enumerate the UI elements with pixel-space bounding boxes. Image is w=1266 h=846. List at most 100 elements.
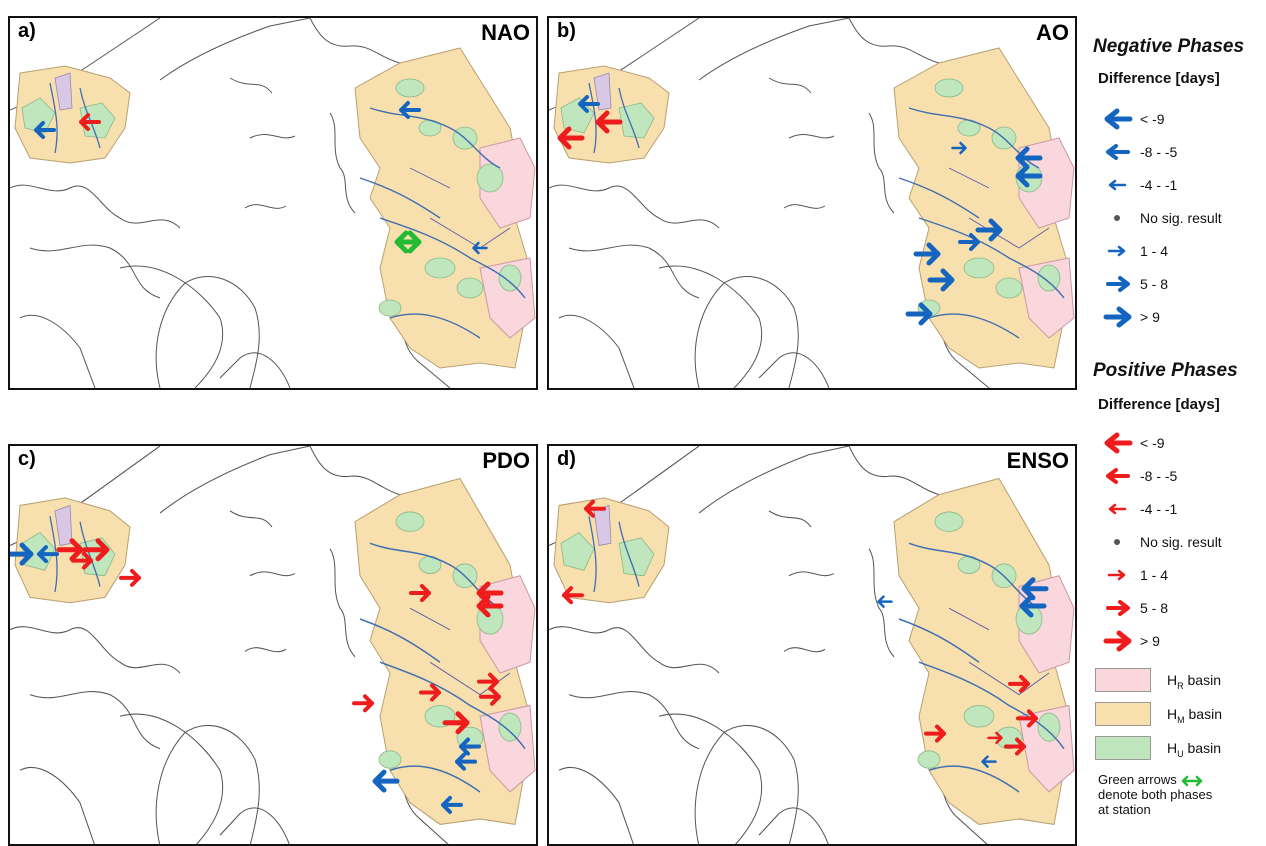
river (588, 516, 640, 593)
arrow-right-icon (82, 538, 110, 562)
panel-pdo: c) PDO (8, 444, 538, 846)
legend-neg-row: 5 - 8 (1100, 273, 1266, 295)
coastline (119, 265, 224, 388)
arrow-right-icon (119, 568, 141, 587)
panel-title: NAO (481, 20, 530, 45)
arrow-left-icon (595, 110, 623, 134)
legend-class-label: -8 - -5 (1140, 468, 1178, 484)
panel-label: b) (557, 20, 576, 42)
legend-neg-row: No sig. result (1100, 207, 1266, 229)
hu-basin (395, 78, 425, 98)
panel-title: ENSO (1006, 448, 1069, 473)
arrow-left-icon (441, 795, 463, 814)
coastline (155, 724, 260, 844)
arrow-right-icon (905, 302, 933, 326)
coastline (159, 18, 311, 81)
hu-basin (498, 264, 522, 292)
legend-class-label: No sig. result (1140, 534, 1222, 550)
arrow-right-icon (56, 538, 84, 562)
hr-basin (479, 575, 536, 674)
arrow-right-icon (958, 233, 980, 251)
map-pdo (10, 446, 536, 844)
legend-class-label: < -9 (1140, 111, 1165, 127)
arrow-left-icon (584, 499, 606, 518)
coastline (159, 446, 311, 514)
coastline (698, 18, 850, 81)
arrow-left-icon (981, 755, 997, 768)
arrow-left-icon (1104, 108, 1133, 130)
arrow-left-icon (1015, 164, 1043, 188)
arrow-right-icon (1106, 600, 1130, 616)
arrow-left-icon (79, 113, 101, 131)
coastline (229, 77, 273, 94)
basin-outline (948, 607, 1050, 696)
arrow-right-icon (924, 724, 946, 743)
arrow-left-icon (1021, 577, 1049, 601)
panel-title: AO (1036, 20, 1069, 45)
arrow-right-icon (1103, 630, 1132, 652)
legend-neg-row: 1 - 4 (1100, 240, 1266, 262)
hu-basin (456, 277, 484, 299)
coastline (694, 724, 799, 844)
hu-basin (498, 712, 522, 742)
basemap (10, 18, 536, 388)
river (359, 542, 526, 793)
basemap (10, 446, 536, 844)
hu-basin (560, 97, 595, 134)
arrow-left-icon (1106, 468, 1130, 484)
arrow-right-icon (409, 584, 431, 603)
legend-neg-row: < -9 (1100, 108, 1266, 130)
arrow-right-icon (479, 687, 501, 706)
arrow-left-icon (562, 586, 584, 605)
coastline (309, 18, 401, 64)
map-ao (549, 18, 1075, 388)
river (359, 107, 526, 339)
hu-basin (934, 78, 964, 98)
arrow-right-icon (951, 141, 967, 155)
legend-class-label: No sig. result (1140, 210, 1222, 226)
coastline (783, 647, 826, 653)
coastline (219, 352, 291, 388)
river (49, 82, 101, 154)
coastline (868, 548, 895, 658)
legend-pos-row: -8 - -5 (1100, 465, 1266, 487)
coastline (329, 548, 356, 658)
legend-class-label: -4 - -1 (1140, 501, 1178, 517)
coastline (558, 314, 635, 388)
legend-note: Green arrows denote both phases at stati… (1098, 772, 1213, 817)
arrow-right-icon (1016, 709, 1038, 728)
coastline (848, 18, 940, 64)
arrow-right-icon (913, 242, 941, 266)
hu-basin (963, 257, 995, 279)
arrow-left-icon (472, 241, 488, 255)
legend-class-label: 5 - 8 (1140, 600, 1169, 616)
hu-basin (21, 97, 56, 134)
coastline (244, 647, 287, 653)
hr-basin-swatch (1095, 668, 1151, 692)
arrow-right-icon (1107, 569, 1126, 581)
hu-basin (560, 531, 595, 571)
hu-basin (424, 257, 456, 279)
coastline (19, 314, 96, 388)
basin-outline (54, 72, 73, 111)
coastline (29, 690, 161, 750)
coastline (249, 133, 296, 139)
coastline (848, 446, 940, 496)
arrow-right-icon (71, 551, 93, 570)
arrow-left-icon (34, 121, 56, 139)
basin-outline (593, 72, 612, 111)
arrow-left-icon (1015, 146, 1043, 170)
coastline (155, 275, 260, 388)
panel-nao: a) NAO (8, 16, 538, 390)
hr-basin (479, 137, 536, 229)
legend-negative-subheading: Difference [days] (1098, 70, 1220, 87)
map-nao (10, 18, 536, 388)
legend-class-label: > 9 (1140, 309, 1160, 325)
arrow-left-icon (1019, 594, 1047, 618)
hu-basin (395, 511, 425, 532)
arrow-left-icon (1104, 432, 1133, 454)
panel-ao: b) AO (547, 16, 1077, 390)
legend-neg-row: -8 - -5 (1100, 141, 1266, 163)
coastline (698, 446, 850, 514)
arrow-left-icon (1106, 144, 1130, 160)
